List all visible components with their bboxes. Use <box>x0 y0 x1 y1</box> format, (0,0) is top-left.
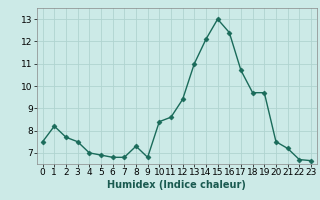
X-axis label: Humidex (Indice chaleur): Humidex (Indice chaleur) <box>108 180 246 190</box>
